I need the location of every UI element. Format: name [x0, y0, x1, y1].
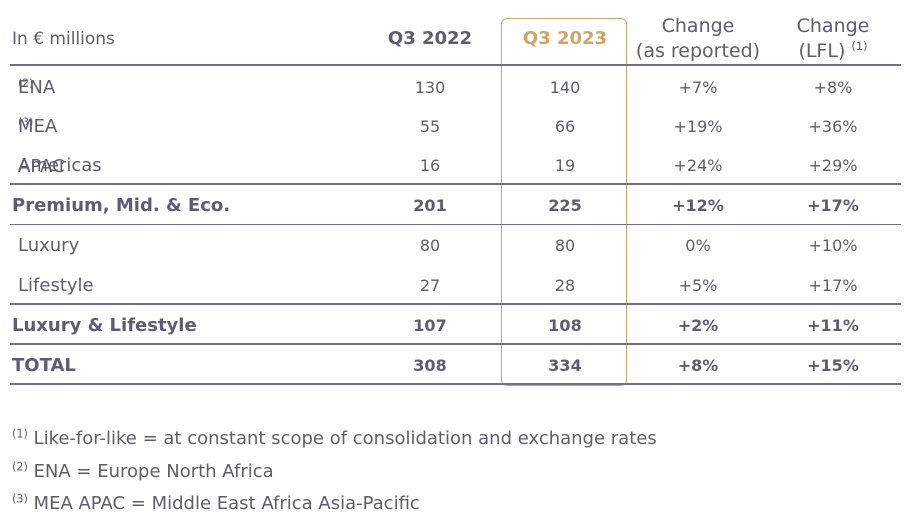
change-lfl-header-line1: Change: [796, 15, 870, 37]
q3-2022-value: 55: [419, 117, 441, 136]
change-reported-value: +7%: [678, 78, 718, 97]
q3-2023-value: 108: [548, 316, 582, 335]
q3-2023-value: 334: [548, 356, 582, 375]
total-row: TOTAL 308 334 +8% +15%: [0, 346, 920, 386]
table-row: Americas 16 19 +24% +29%: [0, 146, 920, 186]
subtotal-rule: [10, 183, 901, 185]
change-reported-header: Change (as reported): [630, 14, 766, 64]
row-label-text: MEA APAC: [18, 116, 65, 177]
q3-2023-value: 225: [548, 196, 582, 215]
footnote-marker: (1): [12, 427, 28, 441]
change-reported-value: +2%: [677, 316, 719, 335]
unit-header: In € millions: [12, 29, 115, 49]
table-row: Lifestyle 27 28 +5% +17%: [0, 266, 920, 306]
change-lfl-header-line2: (LFL) (1): [770, 39, 896, 64]
q3-2022-value: 80: [419, 236, 441, 255]
row-footnote-marker: (2): [18, 76, 34, 90]
footnote-marker: (3): [12, 492, 28, 506]
row-label: Luxury & Lifestyle: [12, 315, 197, 336]
change-reported-value: +8%: [677, 356, 719, 375]
change-reported-value: +5%: [678, 276, 718, 295]
table-row: ENA (2) 130 140 +7% +8%: [0, 68, 920, 108]
footnote: (1) Like-for-like = at constant scope of…: [12, 428, 657, 449]
footnote-text: Like-for-like = at constant scope of con…: [33, 428, 657, 449]
change-lfl-value: +29%: [808, 156, 858, 175]
table-row: MEA APAC (3) 55 66 +19% +36%: [0, 107, 920, 177]
row-label: Americas: [18, 155, 102, 176]
change-lfl-value: +36%: [808, 117, 858, 136]
q3-2022-value: 130: [414, 78, 446, 97]
change-lfl-header-label: (LFL): [798, 40, 846, 62]
change-lfl-value: +10%: [808, 236, 858, 255]
row-label-text: ENA: [18, 77, 56, 98]
footnote-text: ENA = Europe North Africa: [33, 461, 274, 482]
q3-2022-value: 107: [413, 316, 447, 335]
q3-2022-value: 201: [413, 196, 447, 215]
q3-2023-value: 66: [554, 117, 576, 136]
change-lfl-value: +11%: [807, 316, 859, 335]
row-label: MEA APAC (3): [18, 107, 65, 177]
footnote: (3) MEA APAC = Middle East Africa Asia-P…: [12, 493, 420, 514]
change-reported-header-line1: Change: [661, 15, 735, 37]
header-rule: [10, 64, 901, 66]
change-reported-value: 0%: [685, 236, 711, 255]
row-label: TOTAL: [12, 355, 76, 376]
q3-2023-header: Q3 2023: [522, 28, 608, 49]
q3-2023-value: 140: [549, 78, 581, 97]
q3-2022-value: 308: [413, 356, 447, 375]
q3-2023-value: 80: [554, 236, 576, 255]
change-lfl-footnote-marker: (1): [851, 39, 868, 54]
row-label: Luxury: [18, 235, 80, 256]
row-footnote-marker: (3): [18, 115, 34, 129]
q3-2023-highlight-frame: [501, 18, 627, 386]
change-reported-value: +19%: [673, 117, 723, 136]
q3-2023-value: 28: [554, 276, 576, 295]
subtotal-row: Luxury & Lifestyle 107 108 +2% +11%: [0, 306, 920, 346]
change-lfl-value: +8%: [813, 78, 853, 97]
subtotal-rule: [10, 303, 901, 305]
total-rule: [10, 343, 901, 345]
row-label: Premium, Mid. & Eco.: [12, 195, 231, 216]
footnote: (2) ENA = Europe North Africa: [12, 461, 274, 482]
row-label: Lifestyle: [18, 275, 94, 296]
bottom-rule: [10, 383, 901, 385]
change-reported-value: +24%: [673, 156, 723, 175]
section-rule: [10, 224, 901, 225]
q3-2022-value: 27: [419, 276, 441, 295]
footnote-marker: (2): [12, 460, 28, 474]
change-reported-header-line2: (as reported): [635, 40, 761, 62]
change-reported-value: +12%: [672, 196, 724, 215]
table-row: Luxury 80 80 0% +10%: [0, 226, 920, 266]
change-lfl-header: Change (LFL) (1): [770, 14, 896, 64]
q3-2023-value: 19: [554, 156, 576, 175]
change-lfl-value: +17%: [807, 196, 859, 215]
q3-2022-value: 16: [419, 156, 441, 175]
footnote-text: MEA APAC = Middle East Africa Asia-Pacif…: [33, 493, 420, 514]
change-lfl-value: +17%: [808, 276, 858, 295]
subtotal-row: Premium, Mid. & Eco. 201 225 +12% +17%: [0, 186, 920, 226]
q3-2022-header: Q3 2022: [387, 28, 473, 49]
change-lfl-value: +15%: [807, 356, 859, 375]
row-label: ENA (2): [18, 68, 55, 108]
